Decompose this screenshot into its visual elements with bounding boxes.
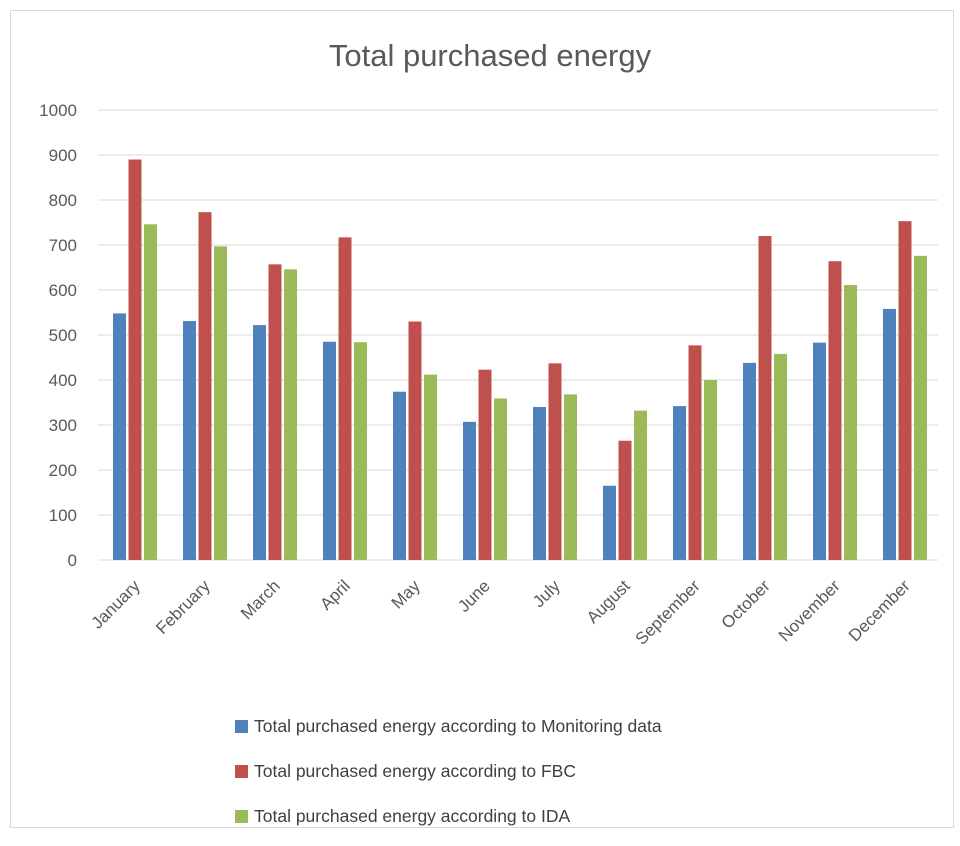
x-tick-label: December — [845, 576, 914, 645]
x-tick-label: July — [529, 576, 564, 611]
x-tick-label: May — [388, 576, 424, 612]
bar-april-series-3 — [354, 342, 367, 560]
x-tick-label: April — [316, 576, 353, 613]
x-tick-label: September — [632, 576, 704, 648]
bar-september-series-2 — [688, 345, 702, 560]
x-axis-ticks: January February March April May June July Augu… — [88, 576, 914, 649]
bar-november-series-3 — [844, 285, 857, 560]
legend-item-ida: Total purchased energy according to IDA — [235, 801, 662, 831]
bar-september-series-1 — [673, 406, 686, 560]
bar-july-series-1 — [533, 407, 546, 560]
y-tick-label: 600 — [49, 281, 77, 300]
gridlines — [98, 109, 938, 561]
bars — [113, 159, 927, 561]
legend-swatch-ida — [235, 809, 248, 823]
bar-june-series-3 — [494, 398, 507, 560]
legend-label-monitoring: Total purchased energy according to Moni… — [254, 715, 662, 736]
x-tick-label: February — [152, 576, 214, 638]
legend-label-fbc: Total purchased energy according to FBC — [254, 760, 576, 781]
y-tick-label: 500 — [49, 326, 77, 345]
bar-december-series-1 — [883, 308, 896, 560]
bar-may-series-1 — [393, 391, 406, 560]
bar-july-series-2 — [548, 363, 562, 560]
chart-svg: Total purchased energy 0 100 200 300 400 500 6… — [39, 38, 938, 649]
x-tick-label: March — [237, 576, 284, 623]
chart-title: Total purchased energy — [329, 38, 652, 73]
y-tick-label: 700 — [49, 236, 77, 255]
bar-september-series-3 — [704, 380, 717, 560]
bar-february-series-1 — [183, 321, 196, 560]
y-tick-label: 300 — [49, 416, 77, 435]
bar-april-series-2 — [338, 237, 352, 560]
bar-december-series-3 — [914, 255, 927, 561]
bar-may-series-2 — [408, 321, 422, 560]
bar-october-series-2 — [758, 236, 772, 560]
bar-april-series-1 — [323, 341, 336, 560]
legend-label-ida: Total purchased energy according to IDA — [254, 805, 571, 826]
x-tick-label: January — [88, 576, 145, 633]
bar-november-series-2 — [828, 261, 842, 560]
legend: Total purchased energy according to Moni… — [235, 711, 662, 846]
y-tick-label: 400 — [49, 371, 77, 390]
bar-march-series-2 — [268, 264, 282, 560]
bar-august-series-1 — [603, 485, 616, 560]
bar-may-series-3 — [424, 374, 437, 560]
bar-january-series-2 — [128, 159, 142, 560]
legend-item-monitoring: Total purchased energy according to Moni… — [235, 711, 662, 741]
y-tick-label: 900 — [49, 146, 77, 165]
chart-area: Total purchased energy 0 100 200 300 400 500 6… — [10, 10, 954, 828]
x-tick-label: October — [718, 576, 774, 632]
y-tick-label: 1000 — [39, 101, 77, 120]
y-tick-label: 200 — [49, 461, 77, 480]
y-tick-label: 800 — [49, 191, 77, 210]
bar-july-series-3 — [564, 394, 577, 560]
bar-january-series-3 — [144, 224, 157, 561]
bar-february-series-2 — [198, 212, 212, 560]
bar-december-series-2 — [898, 221, 912, 560]
y-tick-label: 100 — [49, 506, 77, 525]
legend-swatch-monitoring — [235, 719, 248, 733]
bar-january-series-1 — [113, 313, 126, 560]
bar-june-series-2 — [478, 369, 492, 560]
x-tick-label: November — [775, 576, 844, 645]
bar-november-series-1 — [813, 342, 826, 560]
bar-june-series-1 — [463, 421, 476, 560]
y-axis-ticks: 0 100 200 300 400 500 600 700 800 900 1000 — [39, 101, 77, 570]
bar-march-series-3 — [284, 269, 297, 560]
bar-october-series-3 — [774, 353, 787, 560]
bar-august-series-2 — [618, 440, 632, 560]
x-tick-label: June — [454, 576, 494, 616]
legend-item-fbc: Total purchased energy according to FBC — [235, 756, 662, 786]
y-tick-label: 0 — [68, 551, 77, 570]
bar-october-series-1 — [743, 362, 756, 560]
bar-march-series-1 — [253, 325, 266, 560]
x-tick-label: August — [583, 576, 634, 627]
bar-february-series-3 — [214, 246, 227, 560]
bar-august-series-3 — [634, 410, 647, 560]
legend-swatch-fbc — [235, 764, 248, 778]
